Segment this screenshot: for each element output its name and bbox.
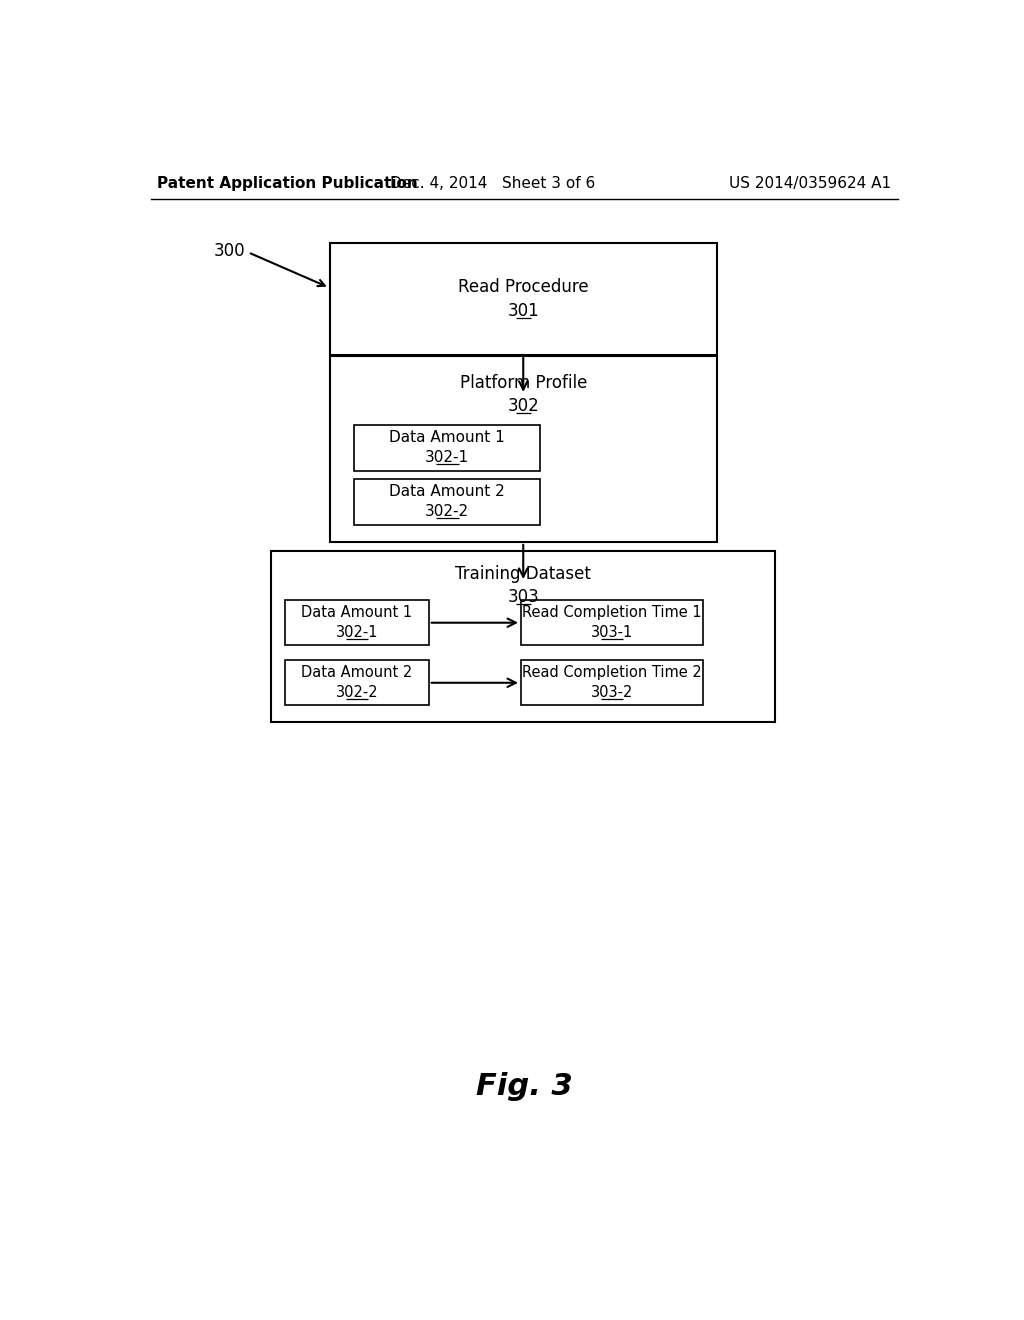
Text: Dec. 4, 2014   Sheet 3 of 6: Dec. 4, 2014 Sheet 3 of 6 xyxy=(389,177,595,191)
Text: 302-2: 302-2 xyxy=(336,685,378,701)
Text: Read Completion Time 1: Read Completion Time 1 xyxy=(522,605,701,620)
Text: Fig. 3: Fig. 3 xyxy=(476,1072,573,1101)
Text: Data Amount 2: Data Amount 2 xyxy=(301,665,413,680)
Text: Data Amount 1: Data Amount 1 xyxy=(389,430,505,445)
Text: 303-2: 303-2 xyxy=(591,685,633,701)
Text: Read Completion Time 2: Read Completion Time 2 xyxy=(522,665,701,680)
FancyBboxPatch shape xyxy=(286,601,429,645)
FancyBboxPatch shape xyxy=(521,601,703,645)
Text: 303: 303 xyxy=(507,589,539,606)
Text: 303-1: 303-1 xyxy=(591,626,633,640)
Text: 302-1: 302-1 xyxy=(336,626,378,640)
Text: Patent Application Publication: Patent Application Publication xyxy=(158,177,418,191)
FancyBboxPatch shape xyxy=(330,243,717,355)
Text: Data Amount 1: Data Amount 1 xyxy=(301,605,413,620)
Text: Platform Profile: Platform Profile xyxy=(460,375,587,392)
Text: 301: 301 xyxy=(507,302,539,321)
Text: Training Dataset: Training Dataset xyxy=(456,565,591,583)
FancyBboxPatch shape xyxy=(354,425,541,471)
FancyBboxPatch shape xyxy=(271,552,775,722)
FancyBboxPatch shape xyxy=(521,660,703,705)
Text: Data Amount 2: Data Amount 2 xyxy=(389,484,505,499)
FancyBboxPatch shape xyxy=(330,355,717,543)
FancyBboxPatch shape xyxy=(286,660,429,705)
Text: US 2014/0359624 A1: US 2014/0359624 A1 xyxy=(729,177,891,191)
Text: 300: 300 xyxy=(213,242,245,260)
FancyBboxPatch shape xyxy=(354,479,541,525)
Text: 302-2: 302-2 xyxy=(425,504,469,519)
Text: Read Procedure: Read Procedure xyxy=(458,277,589,296)
Text: 302-1: 302-1 xyxy=(425,450,469,466)
Text: 302: 302 xyxy=(507,397,539,416)
